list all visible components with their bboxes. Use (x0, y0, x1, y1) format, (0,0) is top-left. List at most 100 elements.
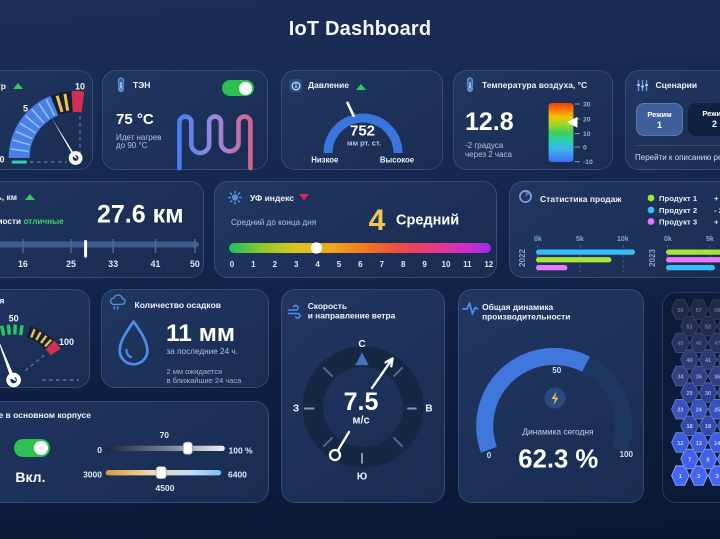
svg-text:70: 70 (160, 430, 170, 440)
svg-text:Общая динамика: Общая динамика (482, 302, 553, 312)
svg-text:Высокое: Высокое (380, 156, 415, 165)
svg-text:3000: 3000 (83, 469, 102, 479)
svg-text:Освещение в основном корпусе: Освещение в основном корпусе (0, 410, 91, 420)
svg-text:18: 18 (687, 424, 693, 430)
svg-text:752: 752 (350, 123, 375, 140)
svg-text:Видимость, км: Видимость, км (0, 192, 17, 202)
svg-text:11: 11 (463, 260, 472, 269)
svg-text:5: 5 (23, 104, 28, 114)
svg-text:8: 8 (706, 457, 709, 463)
svg-text:С: С (358, 339, 365, 350)
svg-text:6: 6 (358, 260, 363, 269)
svg-text:2023: 2023 (648, 249, 657, 267)
svg-text:Скорость: Скорость (308, 301, 347, 311)
svg-text:25: 25 (714, 408, 720, 414)
svg-text:4: 4 (369, 204, 386, 237)
svg-text:57: 57 (696, 308, 702, 314)
svg-text:8: 8 (401, 260, 406, 269)
svg-text:23: 23 (677, 408, 683, 414)
svg-text:3: 3 (716, 474, 719, 480)
svg-text:10: 10 (442, 260, 451, 269)
svg-text:2022: 2022 (518, 249, 527, 267)
svg-text:47: 47 (714, 341, 720, 347)
svg-text:2 мм ожидается: 2 мм ожидается (167, 367, 223, 376)
svg-text:36: 36 (714, 374, 720, 380)
svg-text:100 %: 100 % (229, 446, 254, 456)
svg-text:Низкое: Низкое (311, 156, 339, 165)
svg-text:и направление ветра: и направление ветра (308, 311, 396, 321)
svg-text:45: 45 (677, 341, 683, 347)
svg-text:12: 12 (677, 441, 683, 447)
svg-text:30: 30 (583, 102, 591, 109)
svg-text:мм рт. ст.: мм рт. ст. (347, 139, 381, 148)
svg-text:0: 0 (0, 155, 5, 165)
svg-text:в ближайшие 24 часа: в ближайшие 24 часа (167, 376, 243, 385)
svg-text:0: 0 (583, 145, 587, 152)
svg-text:100: 100 (619, 450, 633, 459)
svg-text:Энергия: Энергия (0, 296, 5, 306)
svg-text:1: 1 (679, 474, 682, 480)
svg-text:40: 40 (687, 358, 693, 364)
svg-text:0k: 0k (534, 236, 542, 243)
svg-text:41: 41 (705, 358, 711, 364)
svg-text:Количество осадков: Количество осадков (135, 300, 222, 310)
svg-text:12: 12 (484, 260, 493, 269)
svg-text:46: 46 (696, 341, 702, 347)
svg-text:5: 5 (337, 260, 342, 269)
svg-text:Барометр: Барометр (0, 81, 6, 91)
svg-text:м/с: м/с (352, 415, 369, 427)
svg-text:за последние 24 ч.: за последние 24 ч. (167, 347, 238, 356)
svg-text:5k: 5k (576, 236, 584, 243)
svg-text:производительности: производительности (482, 312, 570, 322)
svg-text:отличные: отличные (24, 217, 65, 226)
svg-text:27.6 км: 27.6 км (97, 201, 184, 229)
svg-text:10: 10 (75, 82, 85, 92)
svg-text:50: 50 (552, 366, 562, 375)
svg-text:62.3 %: 62.3 % (518, 446, 598, 474)
svg-text:УФ индекс: УФ индекс (250, 193, 294, 203)
svg-text:Статистика продаж: Статистика продаж (540, 194, 622, 204)
svg-text:Средний до конца дня: Средний до конца дня (231, 218, 316, 227)
svg-text:Продукт 3: Продукт 3 (659, 218, 697, 227)
svg-text:51: 51 (687, 325, 693, 331)
svg-text:29: 29 (687, 391, 693, 397)
svg-text:6400: 6400 (228, 469, 247, 479)
svg-text:14: 14 (714, 441, 720, 447)
svg-text:7.5: 7.5 (344, 388, 379, 416)
svg-text:0: 0 (230, 260, 235, 269)
svg-text:Ю: Ю (357, 472, 367, 483)
svg-text:50: 50 (190, 259, 200, 269)
svg-text:20: 20 (583, 117, 591, 124)
svg-text:В: В (425, 404, 432, 415)
svg-text:7: 7 (380, 260, 385, 269)
svg-text:2: 2 (697, 474, 700, 480)
svg-text:0: 0 (487, 451, 492, 460)
svg-text:Динамика сегодня: Динамика сегодня (522, 427, 593, 437)
svg-text:58: 58 (714, 308, 720, 314)
svg-text:30: 30 (705, 391, 711, 397)
svg-text:100: 100 (59, 337, 74, 347)
svg-text:7: 7 (688, 457, 691, 463)
svg-text:+ 34%: + 34% (714, 218, 720, 227)
svg-text:4500: 4500 (156, 483, 175, 493)
svg-text:-10: -10 (583, 159, 593, 166)
svg-text:2: 2 (273, 260, 278, 269)
svg-text:13: 13 (696, 441, 702, 447)
svg-text:1: 1 (251, 260, 256, 269)
svg-text:19: 19 (705, 424, 711, 430)
svg-text:+ 12%: + 12% (714, 194, 720, 203)
svg-text:50: 50 (9, 314, 19, 324)
svg-text:24: 24 (696, 408, 703, 414)
svg-text:10k: 10k (617, 236, 629, 243)
svg-text:41: 41 (151, 259, 161, 269)
svg-text:- 2%: - 2% (714, 206, 720, 215)
svg-text:9: 9 (422, 260, 427, 269)
svg-text:0k: 0k (664, 236, 672, 243)
svg-text:33: 33 (108, 259, 118, 269)
svg-text:34: 34 (677, 374, 684, 380)
svg-text:Продукт 2: Продукт 2 (659, 206, 697, 215)
svg-text:5k: 5k (706, 236, 714, 243)
svg-text:З: З (293, 404, 299, 415)
svg-text:16: 16 (18, 259, 28, 269)
svg-text:3: 3 (294, 260, 299, 269)
